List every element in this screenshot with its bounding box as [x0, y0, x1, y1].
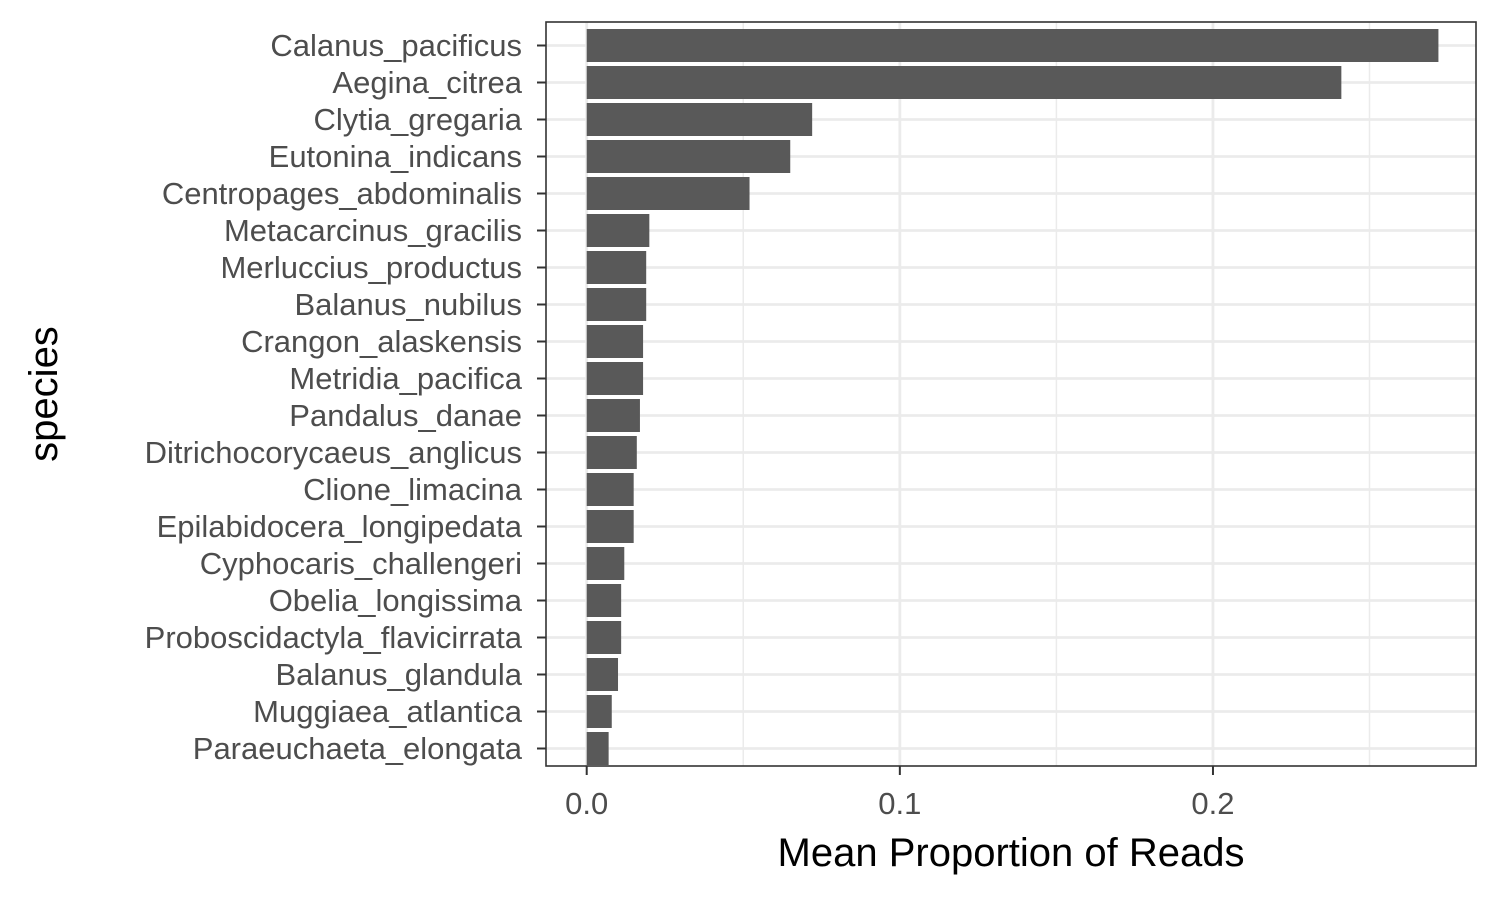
y-tick-label: Crangon_alaskensis [241, 324, 522, 359]
bars [586, 29, 1439, 765]
y-tick-label: Paraeuchaeta_elongata [193, 731, 523, 766]
x-tick-label: 0.2 [1191, 786, 1234, 821]
bar-Muggiaea_atlantica [586, 695, 612, 728]
y-axis: Calanus_pacificusAegina_citreaClytia_gre… [145, 28, 546, 766]
y-axis-title: species [22, 326, 66, 462]
y-tick-label: Obelia_longissima [269, 583, 523, 618]
bar-Obelia_longissima [586, 584, 622, 617]
x-tick-label: 0.1 [878, 786, 921, 821]
y-tick-label: Muggiaea_atlantica [253, 694, 523, 729]
bar-Calanus_pacificus [586, 29, 1439, 62]
bar-Pandalus_danae [586, 399, 640, 432]
y-tick-label: Eutonina_indicans [269, 139, 522, 174]
y-tick-label: Pandalus_danae [289, 398, 522, 433]
x-tick-label: 0.0 [565, 786, 608, 821]
y-tick-label: Merluccius_productus [220, 250, 522, 285]
y-tick-label: Epilabidocera_longipedata [157, 509, 523, 544]
bar-Merluccius_productus [586, 251, 647, 284]
y-tick-label: Clione_limacina [303, 472, 523, 507]
y-tick-label: Centropages_abdominalis [162, 176, 522, 211]
bar-Balanus_nubilus [586, 288, 647, 321]
y-tick-label: Aegina_citrea [332, 65, 522, 100]
bar-Centropages_abdominalis [586, 177, 750, 210]
y-tick-label: Calanus_pacificus [270, 28, 522, 63]
y-tick-label: Balanus_glandula [276, 657, 523, 692]
bar-Clytia_gregaria [586, 103, 813, 136]
bar-Metridia_pacifica [586, 362, 644, 395]
bar-Eutonina_indicans [586, 140, 791, 173]
x-axis: 0.0 0.1 0.2 [565, 766, 1235, 821]
bar-Metacarcinus_gracilis [586, 214, 650, 247]
y-tick-label: Ditrichocorycaeus_anglicus [145, 435, 522, 470]
y-tick-label: Proboscidactyla_flavicirrata [145, 620, 523, 655]
bar-Epilabidocera_longipedata [586, 510, 634, 543]
bar-Paraeuchaeta_elongata [586, 732, 609, 765]
bar-Crangon_alaskensis [586, 325, 644, 358]
plot-panel-border [545, 21, 1477, 767]
bar-Balanus_glandula [586, 658, 619, 691]
y-tick-label: Clytia_gregaria [314, 102, 523, 137]
bar-Aegina_citrea [586, 66, 1342, 99]
y-tick-label: Metridia_pacifica [289, 361, 522, 396]
y-tick-label: Metacarcinus_gracilis [224, 213, 522, 248]
x-axis-title: Mean Proportion of Reads [778, 831, 1245, 875]
bar-Cyphocaris_challengeri [586, 547, 625, 580]
y-tick-label: Cyphocaris_challengeri [200, 546, 522, 581]
y-tick-label: Balanus_nubilus [294, 287, 522, 322]
bar-Ditrichocorycaeus_anglicus [586, 436, 637, 469]
bar-Clione_limacina [586, 473, 634, 506]
bar-Proboscidactyla_flavicirrata [586, 621, 622, 654]
